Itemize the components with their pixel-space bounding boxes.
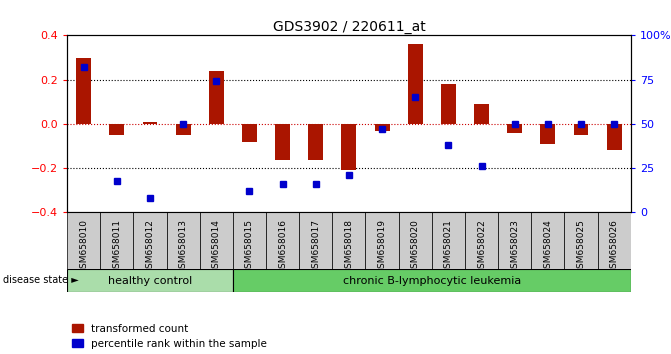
Bar: [134, 212, 166, 269]
Text: GSM658014: GSM658014: [212, 219, 221, 274]
Title: GDS3902 / 220611_at: GDS3902 / 220611_at: [272, 21, 425, 34]
Bar: [474, 104, 489, 124]
Bar: [233, 269, 631, 292]
Bar: [166, 212, 200, 269]
Bar: [531, 212, 564, 269]
Text: chronic B-lymphocytic leukemia: chronic B-lymphocytic leukemia: [343, 275, 521, 286]
Bar: [432, 212, 465, 269]
Bar: [564, 212, 598, 269]
Text: GSM658017: GSM658017: [311, 219, 320, 274]
Text: GSM658026: GSM658026: [610, 219, 619, 274]
Text: healthy control: healthy control: [108, 275, 192, 286]
Text: GSM658020: GSM658020: [411, 219, 420, 274]
Bar: [574, 124, 588, 135]
Text: GSM658025: GSM658025: [576, 219, 586, 274]
Text: GSM658012: GSM658012: [146, 219, 154, 274]
Text: GSM658011: GSM658011: [112, 219, 121, 274]
Bar: [233, 212, 266, 269]
Text: disease state ►: disease state ►: [3, 275, 79, 285]
Bar: [498, 212, 531, 269]
Legend: transformed count, percentile rank within the sample: transformed count, percentile rank withi…: [72, 324, 267, 349]
Text: GSM658019: GSM658019: [378, 219, 386, 274]
Bar: [607, 124, 621, 150]
Bar: [76, 57, 91, 124]
Bar: [366, 212, 399, 269]
Bar: [374, 124, 390, 131]
Text: GSM658015: GSM658015: [245, 219, 254, 274]
Bar: [67, 212, 100, 269]
Text: GSM658022: GSM658022: [477, 219, 486, 274]
Bar: [399, 212, 432, 269]
Bar: [408, 44, 423, 124]
Text: GSM658016: GSM658016: [278, 219, 287, 274]
Bar: [342, 124, 356, 170]
Bar: [275, 124, 290, 160]
Text: GSM658018: GSM658018: [344, 219, 354, 274]
Bar: [200, 212, 233, 269]
Text: GSM658010: GSM658010: [79, 219, 88, 274]
Bar: [209, 71, 223, 124]
Text: GSM658021: GSM658021: [444, 219, 453, 274]
Bar: [100, 212, 134, 269]
Bar: [266, 212, 299, 269]
Bar: [308, 124, 323, 160]
Text: GSM658024: GSM658024: [544, 219, 552, 274]
Bar: [465, 212, 498, 269]
Bar: [109, 124, 124, 135]
Bar: [142, 122, 158, 124]
Bar: [299, 212, 332, 269]
Bar: [540, 124, 556, 144]
Text: GSM658013: GSM658013: [178, 219, 188, 274]
Bar: [441, 84, 456, 124]
Bar: [67, 269, 233, 292]
Bar: [507, 124, 522, 133]
Bar: [598, 212, 631, 269]
Text: GSM658023: GSM658023: [510, 219, 519, 274]
Bar: [242, 124, 257, 142]
Bar: [176, 124, 191, 135]
Bar: [332, 212, 366, 269]
